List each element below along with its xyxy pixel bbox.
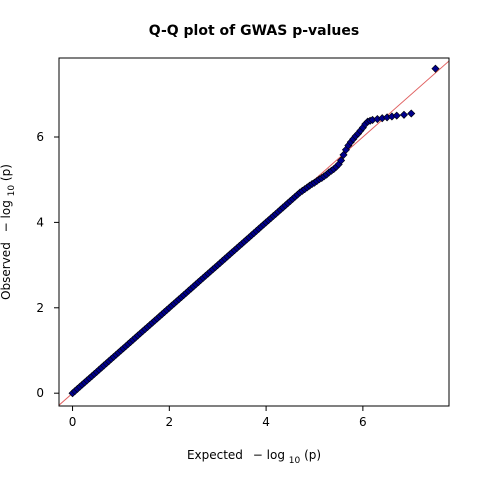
data-point [392, 111, 401, 120]
x-tick-label: 2 [166, 415, 174, 429]
x-axis: 0 2 4 6 [69, 406, 367, 429]
x-axis-label-minus: − [253, 448, 263, 462]
y-tick-label: 0 [36, 386, 44, 400]
data-point [431, 64, 440, 73]
chart-title: Q-Q plot of GWAS p-values [149, 23, 359, 39]
x-axis-label-arg: (p) [304, 448, 321, 462]
x-axis-label: Expected − log 10 (p) [187, 448, 321, 466]
y-axis: 0 2 4 6 [36, 130, 59, 400]
y-tick-label: 2 [36, 301, 44, 315]
plot-frame [58, 57, 450, 407]
y-axis-label-arg: (p) [0, 164, 13, 181]
data-point [407, 109, 416, 118]
y-axis-label-log: log [0, 200, 13, 218]
x-axis-label-base: 10 [289, 456, 301, 466]
data-points-layer [68, 64, 440, 398]
y-tick-label: 6 [36, 130, 44, 144]
x-axis-label-log: log [267, 448, 285, 462]
y-axis-label-prefix: Observed [0, 242, 13, 300]
x-tick-label: 4 [262, 415, 270, 429]
y-tick-label: 4 [36, 215, 44, 229]
x-axis-label-prefix: Expected [187, 448, 243, 462]
x-tick-label: 6 [359, 415, 367, 429]
data-point [399, 110, 409, 119]
y-axis-label-base: 10 [7, 185, 17, 197]
x-tick-label: 0 [69, 415, 77, 429]
y-axis-label: Observed − log 10 (p) [0, 164, 17, 300]
y-axis-label-minus: − [0, 222, 13, 232]
data-point [337, 156, 346, 165]
